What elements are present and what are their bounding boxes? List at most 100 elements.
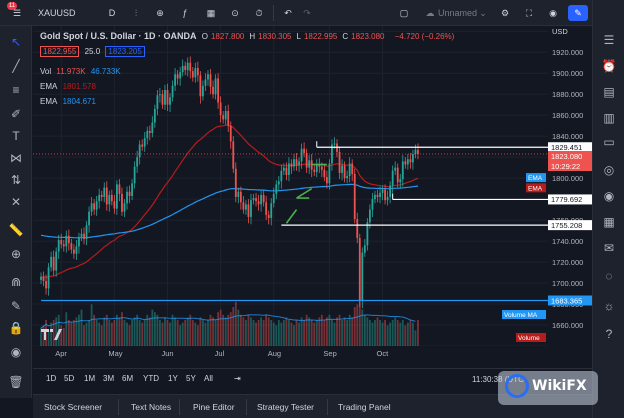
calendar-icon[interactable]: ▦ [603, 215, 615, 229]
volume-ma-tag[interactable]: Volume MA [502, 310, 546, 319]
fullscreen-expand-icon[interactable]: ⛶ [525, 8, 533, 18]
ema-slow-label: EMA [40, 97, 58, 106]
range-1m[interactable]: 1M [84, 374, 96, 383]
ema-slow-legend[interactable]: EMA 1804.671 [40, 97, 99, 106]
symbol-search[interactable]: XAUUSD [38, 8, 76, 18]
pattern-drawing[interactable] [285, 209, 298, 224]
range-all[interactable]: All [204, 374, 213, 383]
tab-text-notes[interactable]: Text Notes [131, 402, 172, 412]
lock-drawings-icon[interactable]: ✎ [10, 299, 22, 313]
undo-icon[interactable]: ↶ [284, 8, 292, 18]
zoom-in-icon[interactable]: ⊕ [10, 247, 22, 261]
magnet-icon[interactable]: ⋒ [10, 275, 22, 289]
streams-icon[interactable]: ◉ [603, 189, 615, 203]
candle [100, 190, 103, 202]
price-axis-currency[interactable]: USD [552, 27, 568, 36]
alerts-clock-icon[interactable]: ⏰ [601, 59, 617, 73]
range-1d[interactable]: 1D [46, 374, 57, 383]
range-5d[interactable]: 5D [64, 374, 75, 383]
price-tick-label: 1900.000 [552, 69, 583, 78]
countdown-label[interactable]: 10:29:22 [548, 161, 592, 171]
settings-icon[interactable]: ⚙ [500, 8, 510, 18]
pattern-drawing[interactable] [296, 187, 313, 199]
svg-text:1683.365: 1683.365 [551, 296, 582, 305]
volume-tag[interactable]: Volume [516, 333, 546, 342]
data-window-icon[interactable]: ▤ [603, 85, 615, 99]
range-ytd[interactable]: YTD [143, 374, 159, 383]
volume-bar [417, 320, 419, 346]
watchlist-icon[interactable]: ☰ [603, 33, 615, 47]
tab-pine-editor[interactable]: Pine Editor [193, 402, 235, 412]
ema-fast-legend[interactable]: EMA 1801.578 [40, 82, 99, 91]
level-label-bottom[interactable]: 1683.365 [548, 295, 592, 306]
pattern-icon[interactable]: ⋈ [10, 151, 22, 165]
candle [280, 164, 283, 189]
fib-retracement-icon[interactable]: ≡ [12, 83, 20, 97]
lightbulb-icon[interactable]: ☼ [603, 299, 615, 313]
ema-fast-tag[interactable]: EMA [526, 183, 546, 193]
candle [346, 170, 349, 184]
ema-slow-tag[interactable]: EMA [526, 173, 546, 183]
compare-icon[interactable]: ⊕ [156, 8, 164, 18]
range-6m[interactable]: 6M [122, 374, 134, 383]
tab-strategy-tester[interactable]: Strategy Tester [257, 402, 315, 412]
candle [126, 186, 128, 210]
volume-bar [272, 322, 275, 346]
goto-date-icon[interactable]: ⇥ [234, 374, 241, 383]
trash-icon[interactable]: 🗑 [8, 375, 24, 389]
chat-icon[interactable]: ▭ [603, 135, 615, 149]
text-tool-icon[interactable]: T [12, 129, 20, 143]
range-5y[interactable]: 5Y [186, 374, 196, 383]
interval-button[interactable]: D [108, 8, 116, 18]
brush-icon[interactable]: ✐ [10, 107, 22, 121]
ideas-icon[interactable]: ◎ [603, 163, 615, 177]
bar-style-icon[interactable]: ⫶ [134, 8, 138, 18]
remove-icon[interactable]: ✕ [10, 195, 22, 209]
current-price-label[interactable]: 1823.080 [548, 151, 592, 161]
measure-icon[interactable]: 📏 [8, 223, 24, 237]
buy-price[interactable]: 1823.205 [105, 46, 145, 57]
price-tick-label: 1840.000 [552, 132, 583, 141]
tab-trading-panel[interactable]: Trading Panel [338, 402, 391, 412]
publish-icon[interactable]: ✎ [568, 5, 588, 21]
chat-bubbles-icon[interactable]: ✉ [603, 241, 615, 255]
time-axis[interactable]: Apr May Jun Jul Aug Sep Oct [33, 346, 548, 360]
hotlist-icon[interactable]: ▥ [603, 111, 615, 125]
clock[interactable]: 11:30:38 (UTC [472, 375, 524, 384]
hide-drawings-icon[interactable]: ◉ [10, 345, 22, 359]
chevron-down-icon[interactable]: ⌄ [479, 8, 487, 18]
redo-icon[interactable]: ↷ [303, 8, 311, 18]
indicators-icon[interactable]: ƒ [182, 8, 188, 18]
camera-icon[interactable]: ◉ [549, 8, 557, 18]
menu-icon[interactable]: ☰ [12, 8, 22, 18]
ohlc-values: O 1827.800 H 1830.305 L 1822.995 C 1823.080 [202, 32, 390, 41]
templates-icon[interactable]: ▦ [206, 8, 216, 18]
alert-icon[interactable]: ⊙ [231, 8, 239, 18]
chart-title[interactable]: Gold Spot / U.S. Dollar · 1D · OANDA [40, 31, 197, 41]
replay-icon[interactable]: ⏱ [255, 8, 263, 18]
tab-stock-screener[interactable]: Stock Screener [44, 402, 103, 412]
sell-price[interactable]: 1822.955 [40, 46, 80, 57]
range-3m[interactable]: 3M [103, 374, 115, 383]
help-icon[interactable]: ? [605, 327, 613, 341]
price-axis[interactable]: USD 1920.000 1900.000 1880.000 1860.000 1840.… [548, 26, 592, 346]
prediction-icon[interactable]: ⇅ [10, 173, 22, 187]
level-label-low[interactable]: 1755.208 [548, 220, 592, 231]
price-chart[interactable]: EMA EMA Volume MA Volume [33, 26, 548, 346]
notifications-icon[interactable]: ◌ [605, 269, 613, 283]
volume-legend[interactable]: Vol 11.973K 46.733K [40, 67, 124, 76]
trend-line-icon[interactable]: ╱ [12, 59, 20, 73]
lock-icon[interactable]: 🔒 [8, 321, 24, 335]
volume-bar [126, 322, 128, 346]
level-label-top[interactable]: 1829.451 [548, 142, 592, 153]
ohlc-l: L 1822.995 [296, 32, 338, 41]
notification-badge[interactable]: 11 [7, 2, 17, 10]
layout-name[interactable]: Unnamed [438, 8, 478, 18]
cursor-icon[interactable]: ↖ [10, 35, 22, 49]
candle [252, 193, 255, 205]
fullscreen-icon[interactable]: ▢ [399, 8, 409, 18]
range-1y[interactable]: 1Y [168, 374, 178, 383]
level-label-mid[interactable]: 1779.692 [548, 194, 592, 205]
volume-bar [148, 317, 151, 346]
candle [245, 200, 247, 215]
